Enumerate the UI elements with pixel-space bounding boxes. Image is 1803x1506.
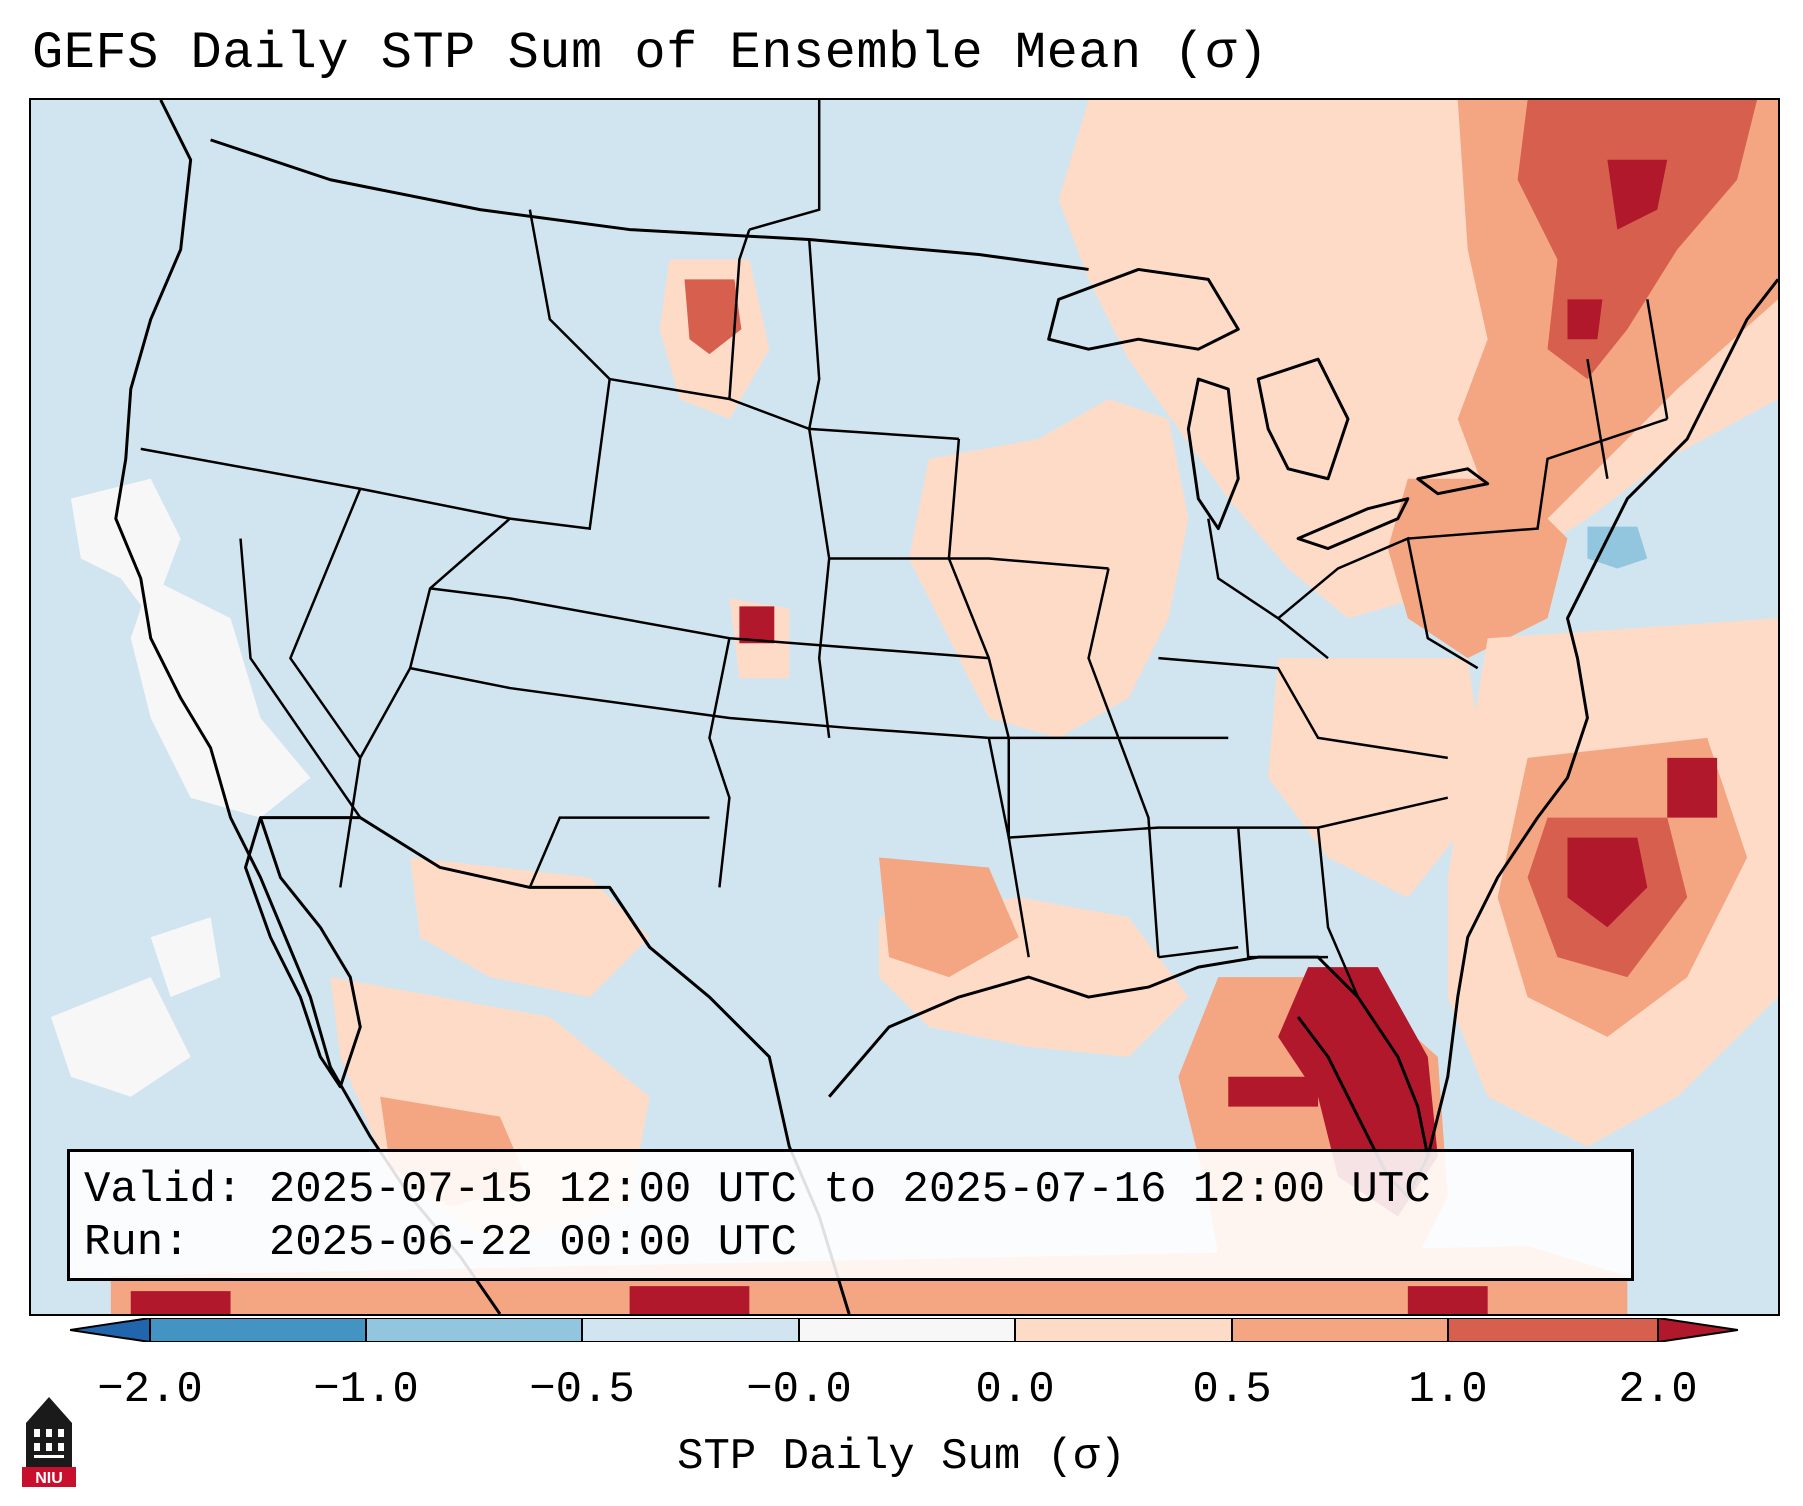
border-mexico bbox=[260, 816, 651, 949]
chart-title: GEFS Daily STP Sum of Ensemble Mean (σ) bbox=[32, 24, 1269, 83]
anomaly-northeast-max bbox=[1567, 159, 1668, 340]
border-49th bbox=[210, 138, 1089, 271]
run-line: Run: 2025-06-22 00:00 UTC bbox=[84, 1218, 797, 1268]
anomaly-negative-nj bbox=[1587, 526, 1648, 569]
tick-label-6: 0.5 bbox=[1192, 1365, 1272, 1415]
colorbar-bin-5 bbox=[1015, 1318, 1232, 1342]
valid-line: Valid: 2025-07-15 12:00 UTC to 2025-07-1… bbox=[84, 1165, 1431, 1215]
neutral-pacific-4 bbox=[150, 917, 221, 998]
tick-label-3: −0.5 bbox=[529, 1365, 635, 1415]
lake-erie bbox=[1296, 497, 1410, 551]
colorbar-bin-2 bbox=[366, 1318, 582, 1342]
anomaly-midwest bbox=[908, 399, 1189, 738]
tick-label-5: 0.0 bbox=[975, 1365, 1055, 1415]
lake-michigan bbox=[1186, 377, 1240, 531]
tick-label-1: −2.0 bbox=[97, 1365, 203, 1415]
borders bbox=[114, 100, 1778, 1314]
coastline-baja bbox=[244, 816, 362, 1089]
colorbar-extend-high bbox=[1658, 1318, 1738, 1342]
map-panel[interactable] bbox=[29, 98, 1780, 1316]
colorbar-bin-6 bbox=[1232, 1318, 1448, 1342]
lake-ontario bbox=[1416, 467, 1490, 496]
lake-huron bbox=[1256, 357, 1350, 481]
coastline-pacific bbox=[114, 100, 502, 1314]
tick-label-8: 2.0 bbox=[1618, 1365, 1698, 1415]
map-svg bbox=[31, 100, 1778, 1314]
colorbar-bin-3 bbox=[582, 1318, 799, 1342]
anomaly-colorado-max bbox=[739, 606, 775, 644]
colorbar-extend-low bbox=[70, 1318, 150, 1342]
logo-text: NIU bbox=[35, 1470, 63, 1487]
neutral-pacific-3 bbox=[50, 977, 191, 1097]
anomaly-texas-coast bbox=[879, 857, 1019, 978]
colorbar bbox=[70, 1318, 1738, 1342]
neutral-pacific-2 bbox=[130, 578, 311, 818]
anomaly-atlantic-max bbox=[1567, 757, 1718, 928]
valid-info-box: Valid: 2025-07-15 12:00 UTC to 2025-07-1… bbox=[67, 1149, 1634, 1281]
state-borders bbox=[140, 100, 1669, 998]
colorbar-bin-7 bbox=[1448, 1318, 1658, 1342]
colorbar-ticks bbox=[149, 1318, 1659, 1342]
anomaly-carolinas bbox=[1268, 658, 1488, 898]
anomaly-field bbox=[50, 100, 1778, 1314]
niu-logo-icon: NIU bbox=[22, 1397, 76, 1487]
anomaly-southwest bbox=[410, 857, 650, 998]
colorbar-bin-4 bbox=[799, 1318, 1015, 1342]
coastline-atlantic bbox=[1426, 278, 1778, 1157]
tick-label-2: −1.0 bbox=[313, 1365, 419, 1415]
colorbar-bin-1 bbox=[150, 1318, 366, 1342]
tick-label-7: 1.0 bbox=[1408, 1365, 1488, 1415]
anomaly-pa bbox=[1387, 478, 1568, 659]
lake-superior bbox=[1047, 267, 1240, 351]
anomaly-montana-strong bbox=[684, 279, 742, 355]
tick-label-4: −0.0 bbox=[746, 1365, 852, 1415]
colorbar-label: STP Daily Sum (σ) bbox=[677, 1432, 1126, 1482]
